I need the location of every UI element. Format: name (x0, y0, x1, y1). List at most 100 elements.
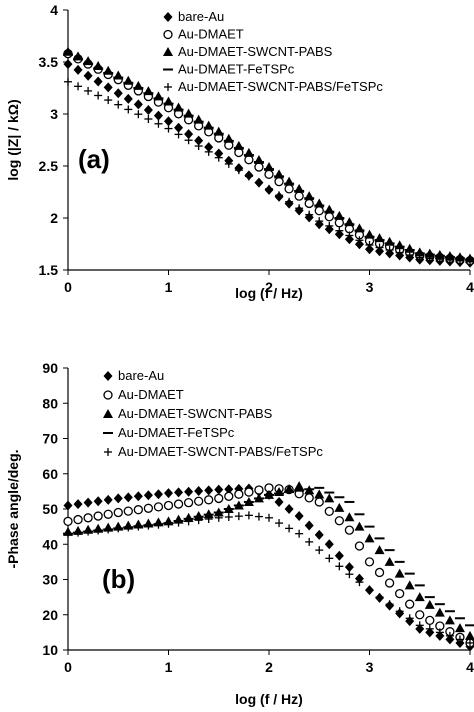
y-tick-label: 30 (42, 572, 58, 588)
data-point (274, 496, 284, 507)
data-point (194, 135, 204, 146)
data-point (84, 527, 93, 536)
data-point (184, 517, 193, 526)
x-axis-title: log (f / Hz) (235, 285, 303, 301)
data-point (314, 529, 324, 540)
data-point (354, 541, 365, 551)
data-point (285, 524, 294, 533)
data-point (304, 198, 314, 209)
data-point (83, 513, 93, 523)
x-tick-label: 0 (64, 279, 72, 295)
x-tick-label: 4 (466, 659, 474, 675)
data-point (204, 142, 214, 153)
y-tick-label: 80 (42, 395, 58, 411)
data-point (425, 254, 434, 263)
y-axis-title: log (|Z| / kΩ) (5, 99, 21, 180)
data-point (405, 599, 415, 609)
series-triangle (63, 481, 474, 640)
y-tick-label: 2 (50, 210, 58, 226)
data-point (344, 525, 355, 535)
data-point (63, 59, 73, 70)
data-point (304, 520, 314, 531)
data-point (445, 256, 454, 265)
data-point (415, 621, 424, 630)
data-point (424, 599, 435, 609)
data-point (244, 487, 254, 497)
data-point (64, 529, 72, 538)
data-point (385, 600, 394, 609)
legend-label: Au-DMAET-FeTSPc (178, 62, 295, 77)
x-tick-label: 1 (165, 279, 173, 295)
legend-label: Au-DMAET (178, 27, 244, 42)
data-point (144, 521, 153, 530)
data-point (103, 82, 113, 93)
data-point (466, 257, 474, 266)
legend-marker (163, 29, 173, 40)
data-point (234, 489, 244, 499)
data-point (104, 96, 113, 105)
data-point (295, 204, 304, 213)
x-tick-label: 4 (466, 279, 474, 295)
data-point (425, 615, 435, 626)
legend-label: Au-DMAET-FeTSPc (118, 425, 235, 440)
data-point (193, 511, 204, 521)
data-point (194, 516, 203, 525)
data-point (314, 206, 324, 216)
data-point (254, 485, 264, 495)
data-point (275, 519, 284, 528)
data-point (134, 522, 143, 531)
data-point (134, 110, 143, 119)
data-point (184, 136, 193, 145)
data-point (143, 490, 153, 501)
y-tick-label: 1.5 (39, 262, 59, 278)
data-point (374, 567, 385, 578)
data-point (314, 497, 324, 507)
data-point (194, 486, 204, 497)
data-point (144, 114, 153, 123)
data-point (183, 498, 194, 508)
data-point (123, 506, 133, 516)
data-point (124, 523, 133, 532)
data-point (143, 503, 154, 513)
data-point (394, 568, 405, 578)
panel-label: (b) (102, 564, 135, 594)
data-point (345, 231, 354, 240)
y-tick-label: 10 (42, 642, 58, 658)
legend-marker (164, 83, 172, 91)
data-point (355, 236, 364, 245)
y-tick-label: 50 (42, 501, 58, 517)
data-point (244, 511, 253, 520)
data-point (63, 46, 73, 56)
data-point (394, 588, 405, 599)
data-point (84, 86, 93, 95)
data-point (204, 485, 214, 496)
data-point (83, 70, 93, 81)
data-point (224, 512, 233, 521)
data-point (214, 513, 223, 522)
data-point (254, 512, 263, 521)
data-point (204, 495, 214, 505)
y-tick-label: 70 (42, 431, 58, 447)
data-point (113, 88, 123, 99)
data-point (284, 484, 295, 494)
data-point (404, 580, 415, 590)
data-point (173, 499, 184, 509)
data-point (334, 516, 345, 526)
data-point (385, 246, 394, 255)
data-point (265, 513, 273, 522)
legend-label: Au-DMAET-SWCNT-PABS (178, 44, 333, 59)
panel-label: (a) (78, 144, 110, 174)
data-point (324, 493, 335, 503)
data-point (324, 506, 334, 517)
data-point (435, 255, 444, 264)
data-point (123, 492, 133, 503)
data-point (405, 614, 414, 623)
data-point (344, 562, 354, 573)
data-point (214, 153, 223, 162)
data-point (294, 191, 304, 201)
data-point (174, 122, 184, 133)
data-point (334, 218, 345, 228)
chart-panel-a: 0 1 2 3 4 1.5 2 2.5 3 3.5 4 log (f / Hz) log (|Z| / … (5, 2, 474, 301)
data-point (335, 562, 344, 571)
